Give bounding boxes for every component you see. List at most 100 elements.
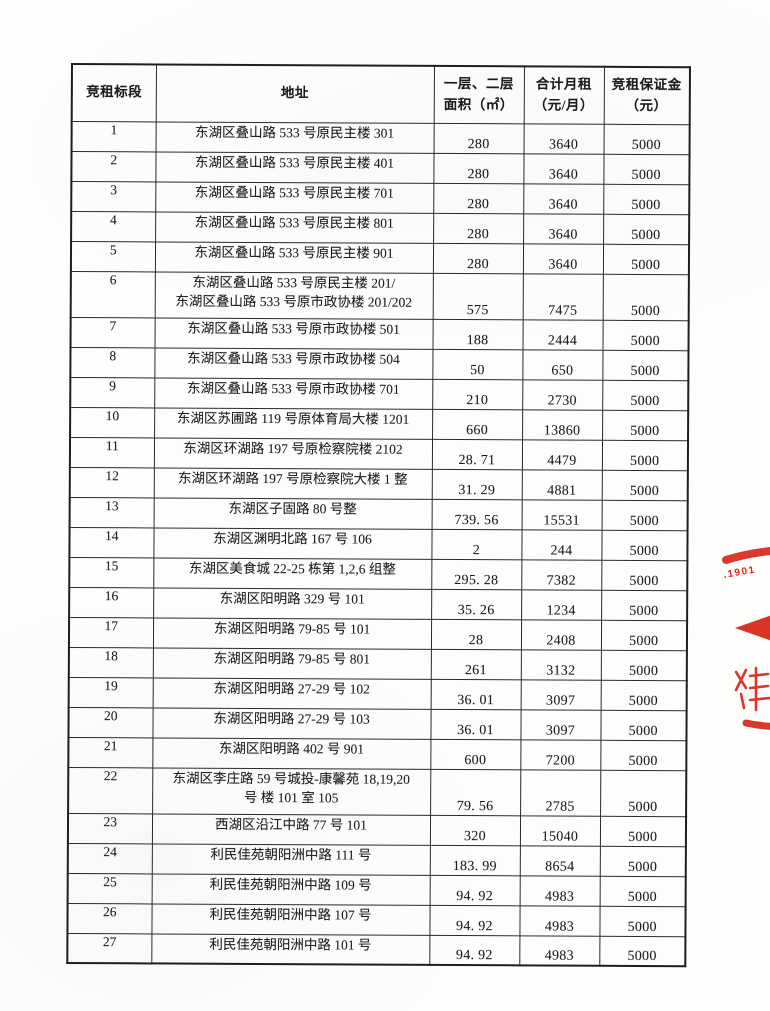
cell-lot-no: 7 xyxy=(70,317,155,348)
cell-rent: 3640 xyxy=(523,183,604,214)
cell-deposit: 5000 xyxy=(601,559,688,591)
table-row: 19 东湖区阳明路 27-29 号 102 36. 01 3097 5000 xyxy=(68,676,687,711)
cell-rent: 3097 xyxy=(520,709,601,740)
cell-deposit: 5000 xyxy=(601,499,688,531)
cell-lot-no: 6 xyxy=(70,271,155,318)
cell-deposit: 5000 xyxy=(600,739,687,771)
cell-lot-no: 4 xyxy=(71,211,156,242)
cell-address: 东湖区叠山路 533 号原市政协楼 701 xyxy=(154,377,433,409)
cell-deposit: 5000 xyxy=(599,875,686,907)
cell-lot-no: 19 xyxy=(68,676,153,708)
cell-deposit: 5000 xyxy=(602,349,689,381)
cell-area: 31. 29 xyxy=(431,468,522,500)
cell-address: 东湖区阳明路 79-85 号 801 xyxy=(152,647,431,679)
cell-deposit: 5000 xyxy=(602,273,689,321)
cell-address: 东湖区渊明北路 167 号 106 xyxy=(153,527,432,559)
cell-address: 东湖区阳明路 402 号 901 xyxy=(152,737,431,769)
cell-area: 79. 56 xyxy=(430,768,521,816)
cell-address: 利民佳苑朝阳洲中路 109 号 xyxy=(151,873,430,905)
seal-top-arc xyxy=(722,546,770,564)
cell-lot-no: 2 xyxy=(71,151,156,182)
cell-address: 东湖区叠山路 533 号原民主楼 201/ 东湖区叠山路 533 号原市政协楼 … xyxy=(154,271,433,319)
cell-address: 西湖区沿江中路 77 号 101 xyxy=(151,813,431,845)
cell-rent: 3132 xyxy=(520,649,601,680)
cell-lot-no: 22 xyxy=(68,766,153,814)
cell-area: 2 xyxy=(431,528,522,560)
table-row: 3 东湖区叠山路 533 号原民主楼 701 280 3640 5000 xyxy=(71,181,690,215)
table-row: 23 西湖区沿江中路 77 号 101 320 15040 5000 xyxy=(67,812,687,847)
cell-rent: 7382 xyxy=(521,559,602,590)
cell-area: 36. 01 xyxy=(430,708,521,740)
cell-lot-no: 20 xyxy=(68,706,153,738)
cell-deposit: 5000 xyxy=(599,845,686,877)
cell-rent: 4983 xyxy=(519,875,600,906)
cell-lot-no: 13 xyxy=(69,496,154,528)
cell-address: 东湖区叠山路 533 号原市政协楼 504 xyxy=(154,347,433,379)
cell-area: 280 xyxy=(433,122,524,154)
cell-rent: 2408 xyxy=(520,619,602,650)
cell-area: 320 xyxy=(429,814,521,846)
cell-address: 东湖区叠山路 533 号原市政协楼 501 xyxy=(154,317,433,349)
table-row: 4 东湖区叠山路 533 号原民主楼 801 280 3640 5000 xyxy=(71,211,690,245)
cell-area: 295. 28 xyxy=(431,558,522,590)
table-row: 24 利民佳苑朝阳洲中路 111 号 183. 99 8654 5000 xyxy=(67,842,686,877)
cell-rent: 3097 xyxy=(520,679,601,710)
cell-address: 东湖区叠山路 533 号原民主楼 701 xyxy=(155,181,434,213)
cell-lot-no: 14 xyxy=(69,526,154,558)
cell-deposit: 5000 xyxy=(602,379,689,411)
cell-lot-no: 15 xyxy=(69,556,154,588)
table-row: 25 利民佳苑朝阳洲中路 109 号 94. 92 4983 5000 xyxy=(67,872,686,907)
cell-lot-no: 16 xyxy=(69,586,154,618)
cell-area: 94. 92 xyxy=(429,934,520,966)
cell-deposit: 5000 xyxy=(601,439,689,471)
cell-area: 261 xyxy=(430,648,521,680)
cell-address: 东湖区叠山路 533 号原民主楼 801 xyxy=(155,211,434,243)
cell-rent: 4983 xyxy=(519,905,600,936)
cell-deposit: 5000 xyxy=(601,589,688,621)
cell-area: 739. 56 xyxy=(431,498,522,530)
table-row: 5 东湖区叠山路 533 号原民主楼 901 280 3640 5000 xyxy=(70,241,690,275)
cell-rent: 2785 xyxy=(520,769,601,816)
column-header-address: 地址 xyxy=(155,64,434,123)
cell-lot-no: 1 xyxy=(71,121,156,152)
table-row: 17 东湖区阳明路 79-85 号 101 28 2408 5000 xyxy=(68,616,688,651)
table-row: 20 东湖区阳明路 27-29 号 103 36. 01 3097 5000 xyxy=(68,706,687,741)
cell-address: 东湖区子固路 80 号整 xyxy=(153,497,432,529)
table-row: 10 东湖区苏圃路 119 号原体育局大楼 1201 660 13860 5000 xyxy=(70,407,689,441)
cell-lot-no: 3 xyxy=(71,181,156,212)
table-row: 1 东湖区叠山路 533 号原民主楼 301 280 3640 5000 xyxy=(71,121,690,155)
column-header-no: 竞租标段 xyxy=(71,64,156,122)
cell-area: 28 xyxy=(430,618,522,650)
cell-address: 东湖区叠山路 533 号原民主楼 901 xyxy=(154,241,434,273)
table-row: 21 东湖区阳明路 402 号 901 600 7200 5000 xyxy=(68,736,687,771)
cell-rent: 3640 xyxy=(523,213,604,244)
cell-deposit: 5000 xyxy=(599,905,686,937)
table-row: 11 东湖区环湖路 197 号原检察院楼 2102 28. 71 4479 5000 xyxy=(69,437,689,471)
cell-deposit: 5000 xyxy=(602,409,689,441)
cell-address: 东湖区苏圃路 119 号原体育局大楼 1201 xyxy=(154,407,433,439)
cell-rent: 7200 xyxy=(520,739,601,770)
cell-area: 50 xyxy=(432,348,523,380)
seal-character-strokes xyxy=(734,666,770,712)
cell-lot-no: 24 xyxy=(67,842,152,874)
cell-rent: 8654 xyxy=(519,845,600,876)
cell-area: 280 xyxy=(433,182,524,214)
cell-deposit: 5000 xyxy=(603,213,690,245)
table-row: 15 东湖区美食城 22-25 栋第 1,2,6 组整 295. 28 7382 500… xyxy=(69,556,688,591)
cell-address: 东湖区阳明路 329 号 101 xyxy=(153,587,432,619)
cell-rent: 1234 xyxy=(521,589,602,620)
cell-lot-no: 10 xyxy=(70,407,155,438)
cell-area: 280 xyxy=(433,152,524,184)
official-seal-stamp: .1901 xyxy=(722,546,770,730)
cell-lot-no: 21 xyxy=(68,736,153,768)
cell-area: 660 xyxy=(432,408,523,440)
table-row: 27 利民佳苑朝阳洲中路 101 号 94. 92 4983 5000 xyxy=(67,932,686,967)
seal-serial-text: .1901 xyxy=(723,564,757,580)
cell-address: 东湖区叠山路 533 号原民主楼 401 xyxy=(155,151,434,183)
cell-address: 利民佳苑朝阳洲中路 107 号 xyxy=(151,903,430,935)
cell-area: 280 xyxy=(433,212,524,244)
cell-lot-no: 12 xyxy=(69,466,154,498)
cell-rent: 15531 xyxy=(521,499,602,530)
table-row: 18 东湖区阳明路 79-85 号 801 261 3132 5000 xyxy=(68,646,687,681)
